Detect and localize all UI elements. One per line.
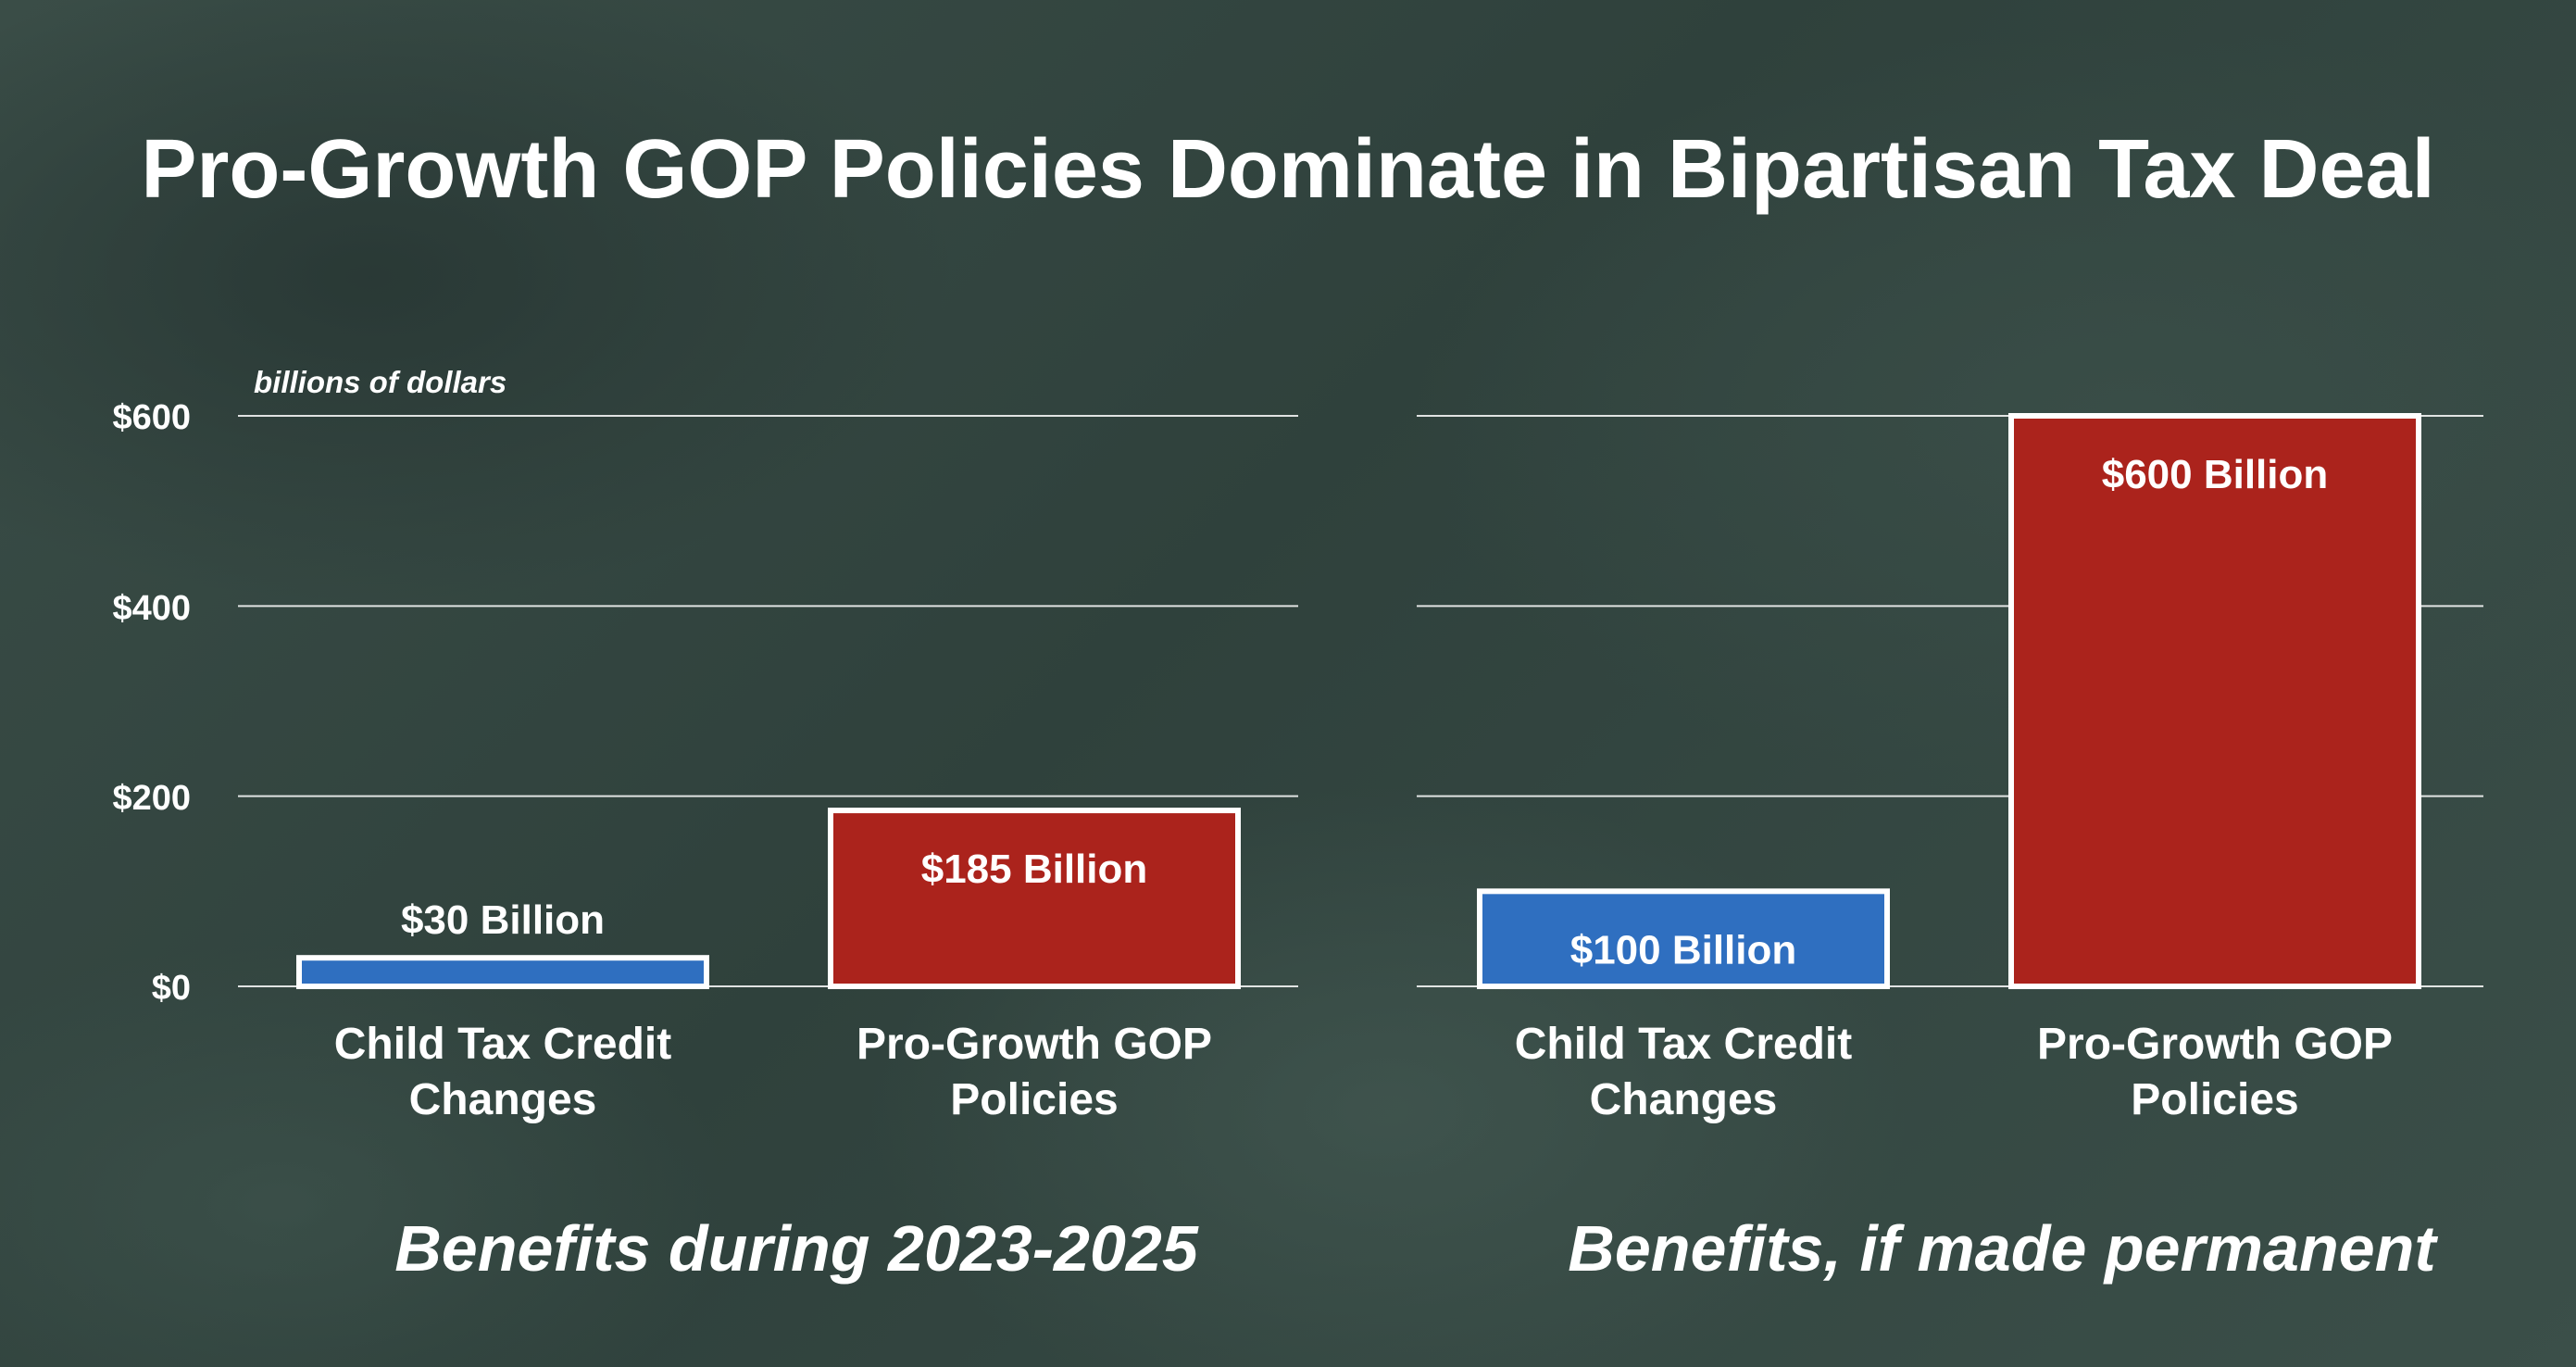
category-label-1-1-line-2: Changes — [409, 1075, 597, 1124]
bar-1-1 — [296, 955, 709, 989]
category-label-2-2-line-1: Pro-Growth GOP — [2037, 1020, 2393, 1069]
data-label-2-2: $600 Billion — [2102, 452, 2329, 497]
data-label-1-2: $185 Billion — [921, 847, 1148, 892]
category-label-1-2-line-2: Policies — [950, 1075, 1118, 1124]
y-tick-label-2: $400 — [112, 589, 191, 628]
category-label-1-1-line-1: Child Tax Credit — [334, 1020, 671, 1069]
category-label-2-2-line-2: Policies — [2131, 1075, 2298, 1124]
y-tick-label-4: $0 — [152, 969, 191, 1008]
data-label-2-1: $100 Billion — [1570, 927, 1797, 972]
y-tick-label-3: $200 — [112, 779, 191, 818]
category-label-2-1-line-2: Changes — [1590, 1075, 1778, 1124]
panel-subtitle-1: Benefits during 2023-2025 — [394, 1212, 1199, 1285]
data-label-1-1: $30 Billion — [401, 897, 605, 943]
category-label-1-2-line-1: Pro-Growth GOP — [857, 1020, 1212, 1069]
page-title: Pro-Growth GOP Policies Dominate in Bipa… — [141, 123, 2435, 216]
unit-label: billions of dollars — [254, 365, 506, 399]
bar-2-2 — [2008, 413, 2421, 989]
y-tick-label-1: $600 — [112, 398, 191, 437]
bar-2-1 — [1477, 888, 1890, 989]
category-label-2-1-line-1: Child Tax Credit — [1515, 1020, 1852, 1069]
bar-1-2 — [828, 808, 1241, 989]
panel-subtitle-2: Benefits, if made permanent — [1568, 1212, 2438, 1285]
